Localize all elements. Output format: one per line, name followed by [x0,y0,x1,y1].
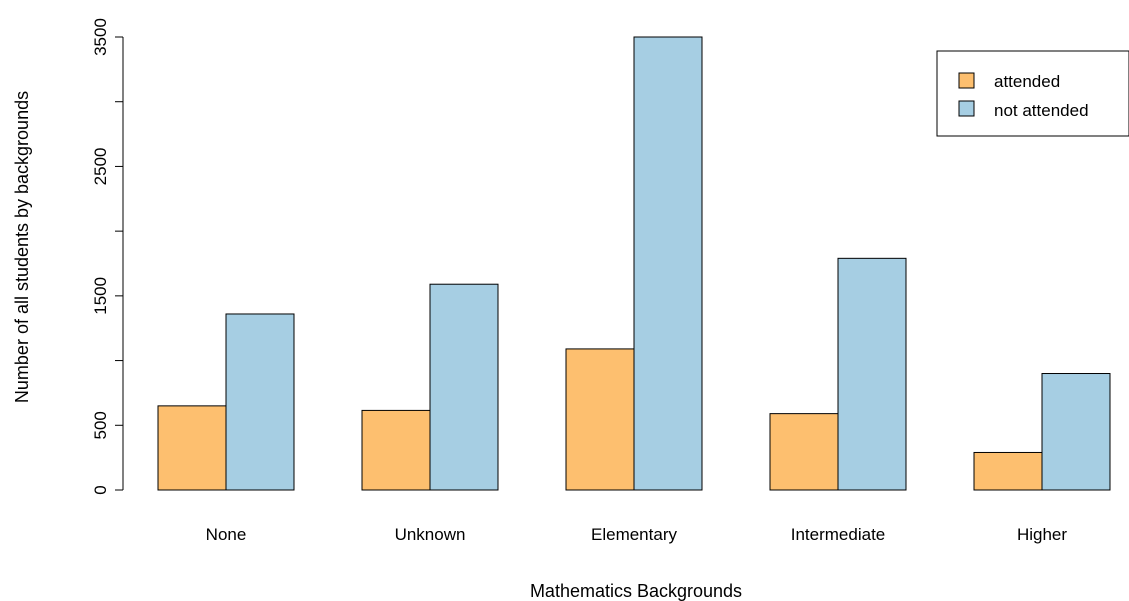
x-tick-label: Higher [1017,525,1067,544]
legend: attended not attended [936,50,1129,137]
y-axis: 0 500 1500 2500 3500 [91,18,124,495]
x-tick-label: Elementary [591,525,677,544]
x-tick-label: None [206,525,247,544]
bar-none-attended [157,405,227,491]
legend-swatch-attended [958,72,975,89]
x-tick-label: Unknown [395,525,466,544]
x-axis-title: Mathematics Backgrounds [530,581,742,601]
bar-higher-attended [973,451,1043,491]
bar-higher-not-attended [1041,373,1111,491]
bar-unknown-not-attended [429,283,499,491]
y-axis-title: Number of all students by backgrounds [12,91,32,403]
bar-intermediate-attended [769,413,839,491]
y-tick-label: 1500 [91,277,110,315]
legend-label-not-attended: not attended [994,101,1089,120]
y-tick-label: 500 [91,411,110,439]
bar-none-not-attended [225,313,295,491]
legend-box [936,50,1129,137]
bar-elementary-not-attended [633,36,703,491]
y-tick-label: 3500 [91,18,110,56]
legend-swatch-not-attended [958,100,975,117]
x-tick-labels: None Unknown Elementary Intermediate Higher [206,525,1068,544]
bar-unknown-attended [361,409,431,491]
bar-elementary-attended [565,348,635,491]
y-tick-label: 2500 [91,148,110,186]
legend-label-attended: attended [994,72,1060,91]
x-tick-label: Intermediate [791,525,886,544]
bars [157,36,1111,491]
bar-intermediate-not-attended [837,257,907,491]
y-tick-label: 0 [91,485,110,494]
